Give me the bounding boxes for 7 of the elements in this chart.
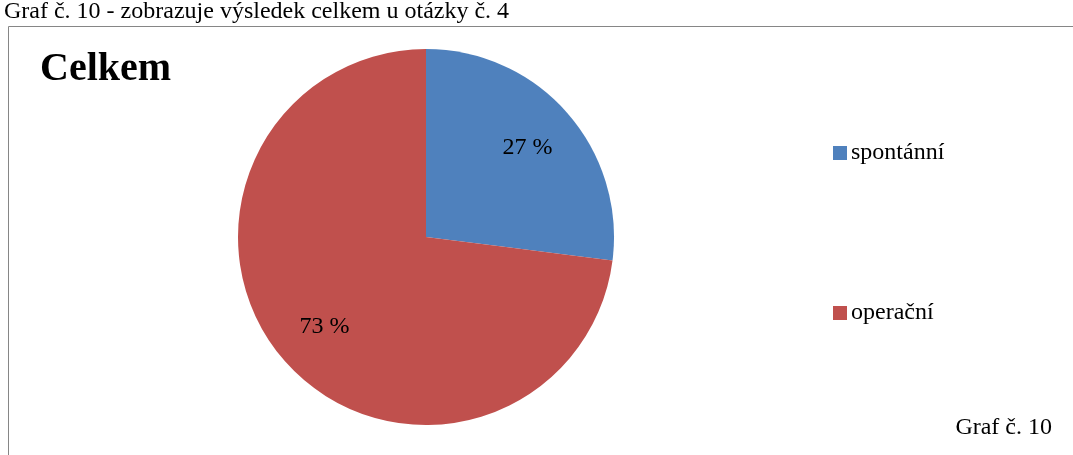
text: Graf č. 10 - zobrazuje výsledek celkem u otázky č. 4 [4,0,510,24]
chart-title: Celkem [40,44,172,89]
legend-label: operační [851,298,934,325]
legend-label: spontánní [851,138,945,165]
text: Graf č. 10 [955,413,1052,440]
data-label: 73 % [299,311,350,338]
data-label: 27 % [502,132,553,159]
